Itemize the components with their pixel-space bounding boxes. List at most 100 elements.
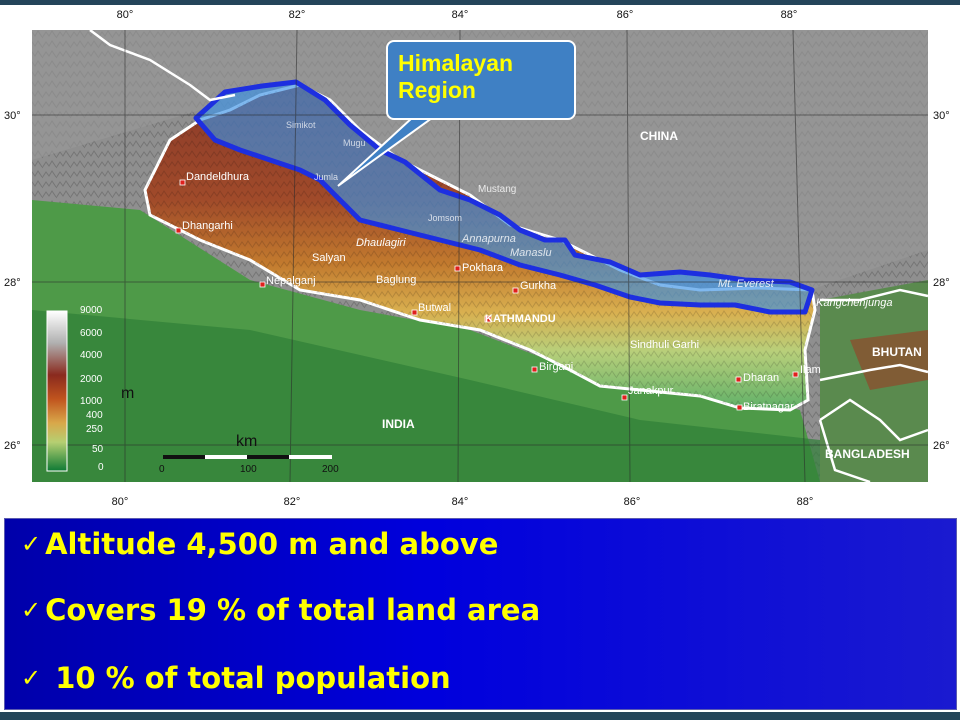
legend-value: 4000 (80, 350, 103, 361)
city-marker-dandeldhura (179, 179, 186, 186)
bullet-text: Altitude 4,500 m and above (45, 527, 499, 561)
country-label-bangladesh: BANGLADESH (825, 447, 910, 461)
city-label: Ilam (800, 364, 821, 376)
elevation-legend-bar (46, 310, 68, 472)
border-bangladesh (819, 398, 929, 442)
himalayan-region-callout (386, 40, 576, 120)
checkmark-icon: ✓ (21, 664, 42, 692)
scale-bar (163, 455, 332, 459)
city-marker-dharan (735, 376, 742, 383)
city-marker-birganj (531, 366, 538, 373)
country-labels: CHINA INDIA BHUTAN BANGLADESH (382, 129, 922, 461)
country-label-india: INDIA (382, 417, 415, 431)
legend-value: 250 (86, 424, 103, 435)
lat-label: 28° (4, 277, 21, 289)
callout-line-1: Himalayan (398, 50, 514, 76)
bullet-land-area: ✓ Covers 19 % of total land area (21, 593, 540, 627)
elevation-legend-labels: 9000 6000 4000 2000 1000 400 250 50 0 (80, 305, 104, 473)
lat-label: 30° (933, 110, 950, 122)
city-label: Janakpur (628, 385, 674, 397)
peak-label: Manaslu (510, 247, 552, 259)
city-marker-janakpur (621, 394, 628, 401)
legend-value: 9000 (80, 305, 103, 316)
bhutan-hills (850, 330, 928, 390)
city-marker-ilam (792, 371, 799, 378)
city-marker-biratnagar (736, 404, 743, 411)
bullet-text: 10 % of total population (45, 661, 451, 695)
city-label: Mugu (343, 138, 366, 148)
city-markers (175, 179, 799, 411)
border-bhutan-south (819, 363, 929, 382)
city-label: Pokhara (462, 262, 504, 274)
capital-marker (484, 315, 492, 323)
city-marker-dhangarhi (175, 227, 182, 234)
scale-unit: km (236, 433, 257, 450)
legend-value: 400 (86, 410, 103, 421)
legend-value: 50 (92, 444, 104, 455)
country-label-bhutan: BHUTAN (872, 345, 922, 359)
scale-tick: 200 (322, 464, 339, 475)
city-marker-pokhara (454, 265, 461, 272)
bullet-text: Covers 19 % of total land area (45, 593, 541, 627)
lon-label: 80° (112, 496, 129, 508)
legend-value: 0 (98, 462, 104, 473)
lon-label: 86° (624, 496, 641, 508)
lat-label: 26° (933, 440, 950, 452)
peak-label: Kangchenjunga (816, 297, 892, 309)
city-label: Baglung (376, 274, 416, 286)
peak-label: Dhaulagiri (356, 237, 406, 249)
peak-label: Mt. Everest (718, 278, 775, 290)
city-label: Dharan (743, 372, 779, 384)
top-border-bar (0, 0, 960, 5)
city-marker-gurkha (512, 287, 519, 294)
longitude-labels-bottom: 80° 82° 84° 86° 88° (112, 496, 814, 508)
country-label-china: CHINA (640, 129, 678, 143)
city-label: Jomsom (428, 213, 462, 223)
legend-value: 1000 (80, 396, 103, 407)
lon-label: 86° (617, 9, 634, 21)
facts-panel: ✓ Altitude 4,500 m and above ✓ Covers 19… (4, 518, 957, 710)
legend-value: 2000 (80, 374, 103, 385)
border-bangladesh-west (818, 419, 871, 484)
city-label: Dhangarhi (182, 220, 233, 232)
city-label: Sindhuli Garhi (630, 339, 699, 351)
lon-label: 82° (284, 496, 301, 508)
bullet-altitude: ✓ Altitude 4,500 m and above (21, 527, 498, 561)
lon-label: 84° (452, 9, 469, 21)
lon-label: 82° (289, 9, 306, 21)
legend-unit: m (121, 385, 134, 402)
city-label: Salyan (312, 252, 346, 264)
india-lowlands (32, 310, 820, 482)
city-marker-nepalganj (259, 281, 266, 288)
city-label: Gurkha (520, 280, 557, 292)
city-marker-butwal (411, 309, 418, 316)
legend-value: 6000 (80, 328, 103, 339)
callout-line-2: Region (398, 77, 476, 103)
latitude-labels: 30° 28° 26° 30° 28° 26° (4, 110, 950, 452)
border-west-china (89, 29, 236, 102)
checkmark-icon: ✓ (21, 530, 42, 558)
lat-label: 26° (4, 440, 21, 452)
scale-tick: 100 (240, 464, 257, 475)
lon-label: 88° (797, 496, 814, 508)
capital-label: KATHMANDU (485, 313, 556, 325)
scale-tick: 0 (159, 464, 165, 475)
border-bhutan-north (820, 288, 929, 302)
city-label: Jumla (314, 172, 338, 182)
city-label: Butwal (418, 302, 451, 314)
callout-label: Himalayan Region (398, 50, 568, 104)
peak-label: Annapurna (461, 233, 516, 245)
lon-label: 84° (452, 496, 469, 508)
lat-label: 30° (4, 110, 21, 122)
lat-label: 28° (933, 277, 950, 289)
scale-labels: 0 100 200 (159, 464, 339, 475)
peak-labels: Dhaulagiri Annapurna Manaslu Mt. Everest… (356, 233, 892, 309)
city-label: Mustang (478, 184, 516, 195)
checkmark-icon: ✓ (21, 596, 42, 624)
city-label: Dandeldhura (186, 171, 250, 183)
bottom-border-bar (0, 712, 960, 720)
city-label: Simikot (286, 120, 316, 130)
city-labels: Dandeldhura Dhangarhi Salyan Nepalganj B… (182, 120, 821, 413)
bullet-population: ✓ 10 % of total population (21, 661, 451, 695)
city-label: Biratnagar (743, 401, 794, 413)
